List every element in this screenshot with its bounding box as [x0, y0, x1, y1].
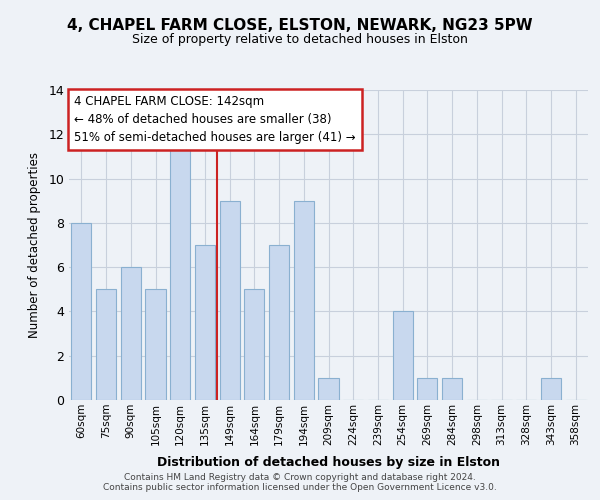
Y-axis label: Number of detached properties: Number of detached properties	[28, 152, 41, 338]
Bar	[392, 312, 413, 400]
Bar	[96, 290, 116, 400]
X-axis label: Distribution of detached houses by size in Elston: Distribution of detached houses by size …	[157, 456, 500, 469]
Bar	[269, 245, 289, 400]
Text: Contains HM Land Registry data © Crown copyright and database right 2024.
Contai: Contains HM Land Registry data © Crown c…	[103, 473, 497, 492]
Bar	[319, 378, 338, 400]
Bar	[293, 200, 314, 400]
Bar	[71, 223, 91, 400]
Text: Size of property relative to detached houses in Elston: Size of property relative to detached ho…	[132, 32, 468, 46]
Bar	[121, 267, 141, 400]
Bar	[195, 245, 215, 400]
Bar	[541, 378, 561, 400]
Text: 4, CHAPEL FARM CLOSE, ELSTON, NEWARK, NG23 5PW: 4, CHAPEL FARM CLOSE, ELSTON, NEWARK, NG…	[67, 18, 533, 32]
Text: 4 CHAPEL FARM CLOSE: 142sqm
← 48% of detached houses are smaller (38)
51% of sem: 4 CHAPEL FARM CLOSE: 142sqm ← 48% of det…	[74, 94, 356, 144]
Bar	[442, 378, 462, 400]
Bar	[244, 290, 265, 400]
Bar	[145, 290, 166, 400]
Bar	[417, 378, 437, 400]
Bar	[220, 200, 240, 400]
Bar	[170, 134, 190, 400]
